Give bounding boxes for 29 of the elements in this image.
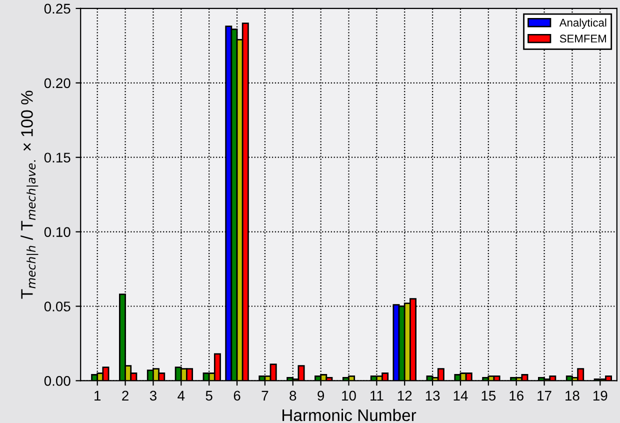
x-tick-label: 16 <box>510 390 524 401</box>
x-tick-label: 6 <box>234 390 240 401</box>
x-tick-label: 13 <box>426 390 440 401</box>
y-axis-title: T$_{mech|h}$ / T$_{mech|ave.}$ × 100 % <box>20 90 38 299</box>
x-tick-label: 17 <box>538 390 552 400</box>
x-tick-label: 18 <box>566 390 580 401</box>
legend-label: SEMFEM <box>560 34 606 43</box>
x-tick-label: 3 <box>150 390 156 401</box>
y-tick-label: 0.25 <box>44 4 70 14</box>
x-tick-label: 11 <box>370 390 384 400</box>
y-tick-label: 0.20 <box>44 78 70 88</box>
y-tick-label: 0.10 <box>44 227 70 237</box>
y-tick-label: 0.15 <box>44 152 70 163</box>
x-tick-label: 5 <box>206 390 212 401</box>
x-tick-label: 14 <box>454 390 468 400</box>
x-tick-label: 10 <box>342 390 356 401</box>
x-tick-label: 15 <box>482 390 496 401</box>
y-tick-label: 0.05 <box>44 302 70 312</box>
x-tick-label: 7 <box>262 390 268 400</box>
legend-label: Analytical <box>559 18 606 29</box>
x-axis-title: Harmonic Number <box>282 408 416 422</box>
x-tick-label: 4 <box>178 390 185 400</box>
y-tick-label: 0.00 <box>44 376 70 386</box>
x-tick-label: 8 <box>290 390 296 401</box>
x-tick-label: 19 <box>593 390 608 401</box>
x-tick-label: 1 <box>94 390 101 400</box>
x-tick-label: 9 <box>318 390 324 401</box>
x-tick-label: 2 <box>122 390 128 400</box>
x-tick-label: 12 <box>398 390 412 400</box>
